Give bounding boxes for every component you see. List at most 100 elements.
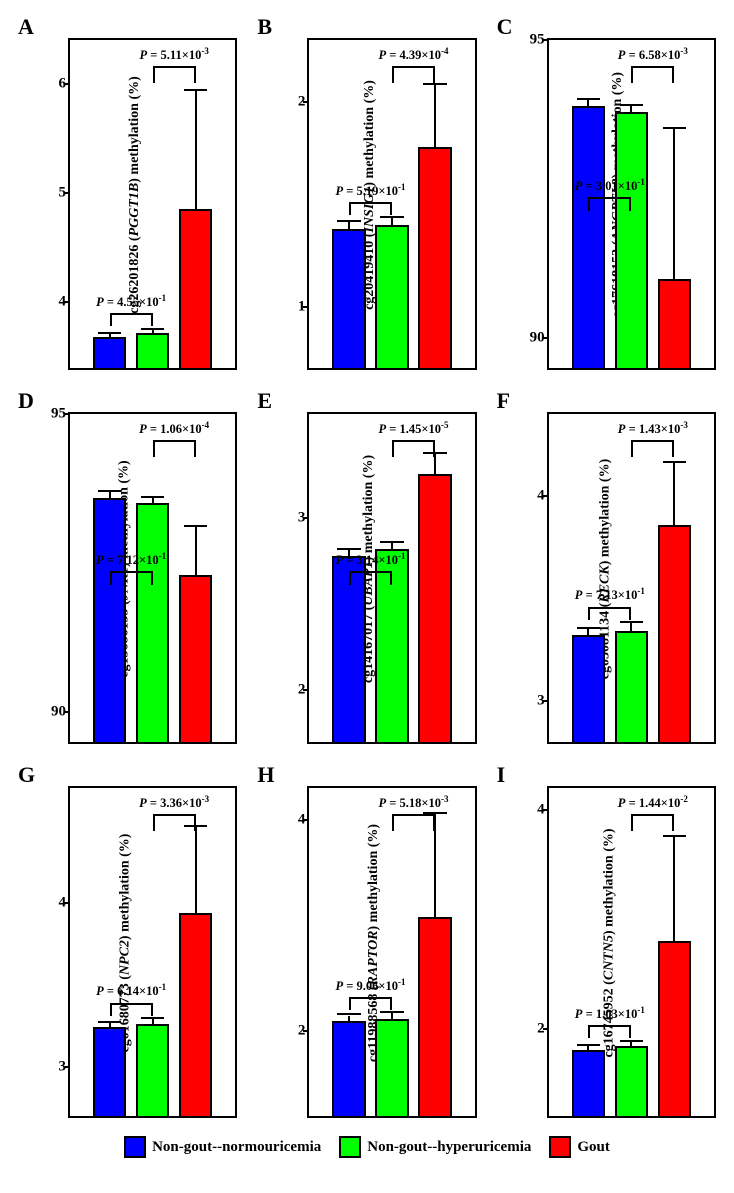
plot-area: 9095P = 3.01×10-1P = 6.58×10-3 <box>547 38 716 370</box>
bar-group-3 <box>418 917 451 1116</box>
error-bar <box>152 1019 154 1024</box>
y-tick-mark <box>303 517 309 519</box>
y-tick-label: 6 <box>38 75 66 92</box>
bar-group-1 <box>572 106 605 368</box>
comparison-bracket <box>392 814 435 830</box>
p-value-label: P = 3.36×10-3 <box>139 794 209 811</box>
panel-A: Acg26201826 (PGGT1B) methylation (%)456P… <box>10 10 245 380</box>
y-tick-label: 3 <box>38 1058 66 1075</box>
panel-E: Ecg14167017 (UBAP1) methylation (%)23P =… <box>249 384 484 754</box>
error-bar <box>434 454 436 475</box>
error-bar <box>630 106 632 112</box>
bar-group-3 <box>658 941 691 1116</box>
y-tick-mark <box>543 495 549 497</box>
bar-group-3 <box>658 525 691 742</box>
plot-area: 34P = 6.14×10-1P = 3.36×10-3 <box>68 786 237 1118</box>
error-cap <box>663 835 686 837</box>
y-tick-mark <box>64 413 70 415</box>
legend-label: Non-gout--normouricemia <box>152 1139 321 1156</box>
comparison-bracket <box>110 313 153 326</box>
error-bar <box>195 91 197 209</box>
error-cap <box>184 525 207 527</box>
p-value-label: P = 5.11×10-3 <box>139 46 208 63</box>
y-tick-label: 4 <box>517 488 545 505</box>
comparison-bracket <box>349 202 392 215</box>
error-cap <box>423 83 446 85</box>
p-value-label: P = 4.39×10-4 <box>378 46 448 63</box>
bar-group-3 <box>418 147 451 368</box>
bar-group-3 <box>179 575 212 742</box>
error-cap <box>380 541 403 543</box>
plot-area: 23P = 3.14×10-1P = 1.45×10-5 <box>307 412 476 744</box>
panel-B: Bcg20419410 (INSIG1) methylation (%)12P … <box>249 10 484 380</box>
legend-swatch <box>549 1136 571 1158</box>
bar-group-2 <box>615 631 648 742</box>
error-cap <box>577 98 600 100</box>
p-value-label: P = 6.14×10-1 <box>96 982 166 999</box>
comparison-bracket <box>588 197 631 210</box>
panel-label: C <box>497 14 513 40</box>
p-value-label: P = 6.58×10-3 <box>618 46 688 63</box>
plot-area: 24P = 1.03×10-1P = 1.44×10-2 <box>547 786 716 1118</box>
y-tick-label: 4 <box>277 811 305 828</box>
bar-group-2 <box>375 1019 408 1116</box>
comparison-bracket <box>349 997 392 1010</box>
y-tick-mark <box>303 819 309 821</box>
comparison-bracket <box>588 1025 631 1038</box>
panel-F: Fcg03081134 (RECK) methylation (%)34P = … <box>489 384 724 754</box>
comparison-bracket <box>392 440 435 456</box>
comparison-bracket <box>392 66 435 82</box>
error-bar <box>152 330 154 333</box>
error-cap <box>98 332 121 334</box>
panel-D: Dcg15686135 (JNK1) methylation (%)9095P … <box>10 384 245 754</box>
bar-group-1 <box>332 1021 365 1116</box>
plot-area: 24P = 9.06×10-1P = 5.18×10-3 <box>307 786 476 1118</box>
bar-group-3 <box>418 474 451 742</box>
error-bar <box>391 543 393 548</box>
error-bar <box>587 1046 589 1050</box>
y-tick-label: 2 <box>517 1020 545 1037</box>
y-tick-mark <box>543 337 549 339</box>
y-tick-mark <box>303 101 309 103</box>
bar-group-2 <box>136 333 169 368</box>
p-value-label: P = 9.06×10-1 <box>335 977 405 994</box>
error-bar <box>109 492 111 498</box>
p-value-label: P = 1.44×10-2 <box>618 794 688 811</box>
y-tick-label: 5 <box>38 185 66 202</box>
y-tick-mark <box>64 711 70 713</box>
bar-group-1 <box>93 1027 126 1116</box>
y-tick-label: 1 <box>277 298 305 315</box>
error-cap <box>141 328 164 330</box>
panel-grid: Acg26201826 (PGGT1B) methylation (%)456P… <box>10 10 724 1128</box>
legend-label: Gout <box>577 1139 610 1156</box>
error-bar <box>673 837 675 941</box>
bar-group-2 <box>136 1024 169 1116</box>
error-cap <box>380 216 403 218</box>
bar-group-2 <box>375 225 408 369</box>
comparison-bracket <box>588 607 631 620</box>
error-bar <box>673 129 675 278</box>
error-cap <box>337 220 360 222</box>
panel-label: B <box>257 14 272 40</box>
panel-C: Ccg17618153 (ANGPTL2) methylation (%)909… <box>489 10 724 380</box>
plot-area: 34P = 7.13×10-1P = 1.43×10-3 <box>547 412 716 744</box>
error-bar <box>630 1042 632 1046</box>
error-bar <box>109 334 111 337</box>
error-bar <box>348 1016 350 1021</box>
comparison-bracket <box>631 814 674 830</box>
error-cap <box>380 1011 403 1013</box>
y-tick-label: 4 <box>38 294 66 311</box>
bar-group-1 <box>572 635 605 742</box>
y-tick-mark <box>64 1066 70 1068</box>
panel-label: D <box>18 388 34 414</box>
error-cap <box>663 461 686 463</box>
legend: Non-gout--normouricemiaNon-gout--hyperur… <box>0 1128 734 1172</box>
error-cap <box>577 627 600 629</box>
y-tick-mark <box>543 809 549 811</box>
error-cap <box>184 89 207 91</box>
comparison-bracket <box>631 66 674 82</box>
comparison-bracket <box>349 571 392 584</box>
y-tick-label: 90 <box>38 704 66 721</box>
y-tick-label: 90 <box>517 330 545 347</box>
p-value-label: P = 3.14×10-1 <box>335 551 405 568</box>
